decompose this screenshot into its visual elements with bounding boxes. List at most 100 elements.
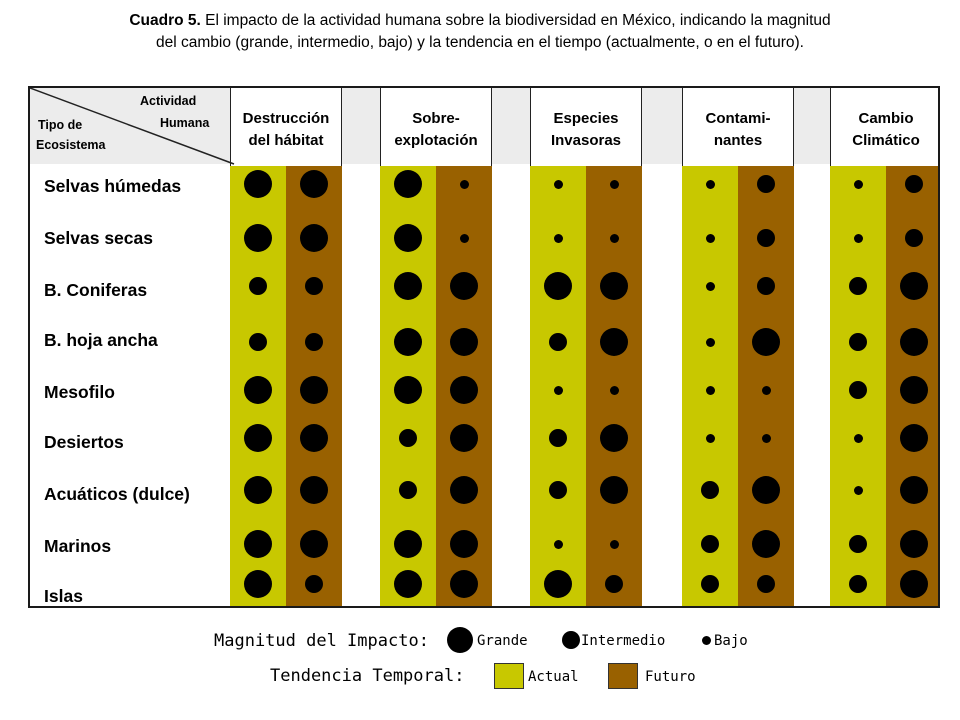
ecosystem-label: Acuáticos (dulce) [44,484,190,504]
ecosystem-label: B. hoja ancha [44,330,158,350]
impact-dot [394,328,422,356]
impact-dot [609,233,619,243]
legend-magnitude-title: Magnitud del Impacto: [214,631,429,651]
activity-label-line2: Climático [852,132,920,149]
impact-table: Actividad Humana Tipo de Ecosistema Dest… [28,86,940,608]
impact-dot [752,530,780,558]
impact-dot [300,224,328,252]
impact-dot [300,530,328,558]
impact-dot [244,570,272,598]
impact-dot [394,272,422,300]
impact-dot [761,385,771,395]
impact-dot [394,224,422,252]
ecosystem-label: Mesofilo [44,382,115,402]
column-header-2 [380,88,492,166]
impact-dot [549,429,567,447]
impact-dot [459,179,469,189]
impact-dot [305,277,323,295]
caption-label: Cuadro 5. [129,12,201,29]
activity-label-1: Destrucción del hábitat [230,108,342,152]
activity-label-line1: Destrucción [242,110,330,127]
ecosystem-label: Islas [44,586,83,606]
impact-dot [701,481,719,499]
impact-dot [900,424,928,452]
impact-dot [849,575,867,593]
column-header-4 [682,88,794,166]
impact-dot [900,376,928,404]
impact-dot [549,333,567,351]
impact-dot [900,476,928,504]
impact-dot [853,433,863,443]
impact-dot [757,229,775,247]
impact-dot [600,272,628,300]
ecosystem-label: Selvas secas [44,228,153,248]
impact-dot [244,170,272,198]
legend-intermedio-dot [562,631,580,649]
impact-dot [853,179,863,189]
impact-dot [853,485,863,495]
impact-dot [450,570,478,598]
impact-dot [609,179,619,189]
impact-dot [300,376,328,404]
corner-top-label: Actividad [140,94,197,108]
impact-dot [244,530,272,558]
impact-dot [305,575,323,593]
impact-dot [300,424,328,452]
impact-dot [459,233,469,243]
legend-actual: Actual [528,669,579,685]
column-header-1 [230,88,342,166]
legend-grande-dot [447,627,473,653]
impact-dot [249,333,267,351]
impact-dot [450,376,478,404]
impact-dot [544,272,572,300]
impact-dot [752,476,780,504]
impact-dot [450,272,478,300]
impact-dot [600,476,628,504]
impact-dot [705,337,715,347]
impact-dot [450,328,478,356]
impact-dot [849,333,867,351]
impact-dot [450,424,478,452]
impact-dot [605,575,623,593]
caption: Cuadro 5. El impacto de la actividad hum… [20,10,940,54]
activity-label-2: Sobre-explotación [380,108,492,152]
corner-bottom-label-2: Ecosistema [36,138,106,152]
impact-dot [394,530,422,558]
impact-dot [757,277,775,295]
impact-dot [394,170,422,198]
activity-label-line1: Sobre- [412,110,460,127]
ecosystem-label: Selvas húmedas [44,176,182,196]
impact-dot [244,476,272,504]
legend-trend-title: Tendencia Temporal: [270,666,465,686]
ecosystem-label: B. Coniferas [44,280,148,300]
ecosystem-label: Desiertos [44,432,124,452]
impact-dot [600,424,628,452]
impact-dot [300,476,328,504]
impact-dot [761,433,771,443]
activity-label-3: Especies Invasoras [530,108,642,152]
impact-dot [600,328,628,356]
legend-grande: Grande [477,633,528,649]
impact-dot [399,429,417,447]
impact-dot [305,333,323,351]
impact-dot [905,229,923,247]
activity-label-line2: nantes [713,132,763,149]
impact-dot [757,175,775,193]
legend-actual-swatch [494,663,524,689]
legend-futuro-swatch [608,663,638,689]
corner-top-label-2: Humana [160,116,210,130]
column-header-3 [530,88,642,166]
impact-dot [553,233,563,243]
impact-dot [849,277,867,295]
impact-dot [905,175,923,193]
activity-label-line1: Cambio [858,110,914,127]
activity-label-line1: Especies [553,110,619,127]
column-header-5 [830,88,938,166]
impact-dot [705,233,715,243]
impact-dot [900,272,928,300]
impact-dot [553,539,563,549]
impact-dot [399,481,417,499]
activity-label-5: Cambio Climático [830,108,938,152]
activity-label-line1: Contami- [705,110,771,127]
impact-dot [752,328,780,356]
